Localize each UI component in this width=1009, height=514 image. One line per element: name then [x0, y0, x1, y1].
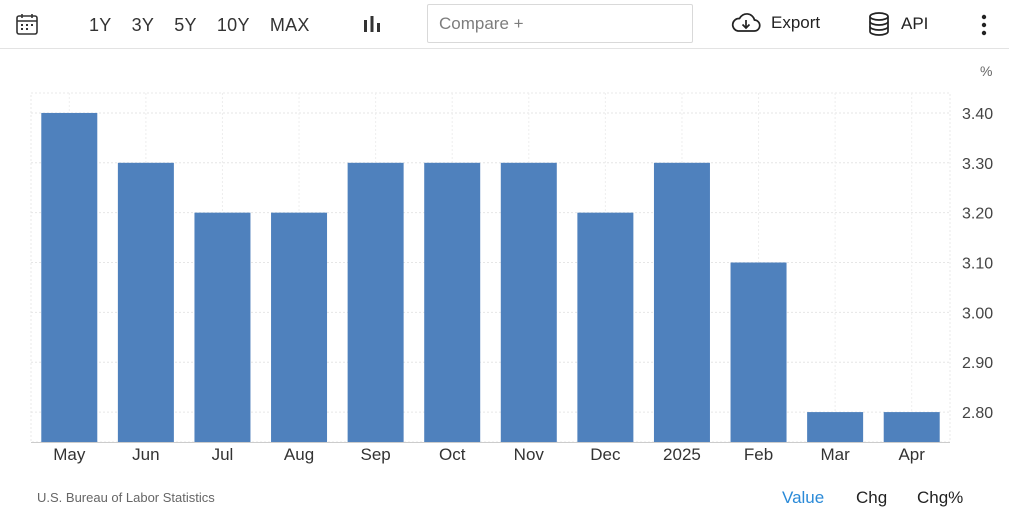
y-tick-label: 3.30: [962, 156, 993, 173]
x-tick-label: Aug: [284, 445, 314, 464]
y-tick-label: 3.40: [962, 106, 993, 123]
bar: [347, 162, 404, 443]
x-tick-label: Oct: [439, 445, 466, 464]
x-tick-label: Nov: [514, 445, 545, 464]
calendar-icon[interactable]: [16, 13, 38, 35]
y-tick-label: 3.20: [962, 206, 993, 223]
range-selector: 1Y 3Y 5Y 10Y MAX: [89, 14, 330, 36]
x-tick-label: Feb: [744, 445, 773, 464]
bar: [883, 412, 940, 442]
x-tick-label: Jun: [132, 445, 159, 464]
range-3y-button[interactable]: 3Y: [131, 15, 155, 35]
export-button[interactable]: Export: [731, 12, 820, 34]
source-label: U.S. Bureau of Labor Statistics: [37, 490, 215, 505]
plot-area: [30, 92, 951, 443]
toolbar: 1Y 3Y 5Y 10Y MAX Export API: [0, 0, 1009, 49]
x-tick-label: Sep: [361, 445, 391, 464]
bar: [424, 162, 481, 443]
bar: [807, 412, 864, 442]
x-tick-label: Apr: [898, 445, 925, 464]
bar-chart: 3.40 3.30 3.20 3.10 3.00 2.90 2.80 May Jun Jul Aug…: [30, 92, 993, 464]
x-tick-label: 2025: [663, 445, 701, 464]
database-icon: [869, 12, 889, 36]
range-max-button[interactable]: MAX: [269, 15, 310, 35]
api-button[interactable]: API: [868, 12, 928, 36]
x-tick-label: Mar: [820, 445, 850, 464]
bar: [653, 162, 710, 443]
range-10y-button[interactable]: 10Y: [216, 15, 250, 35]
bar: [117, 162, 174, 443]
y-tick-label: 2.90: [962, 355, 993, 372]
range-1y-button[interactable]: 1Y: [89, 15, 112, 35]
x-tick-label: Jul: [212, 445, 234, 464]
export-label: Export: [771, 13, 821, 32]
mode-chg-button[interactable]: Chg: [856, 488, 888, 507]
y-tick-label: 3.00: [962, 305, 993, 322]
more-options-icon[interactable]: [978, 14, 990, 36]
mode-chgpct-button[interactable]: Chg%: [917, 488, 964, 507]
bar: [41, 112, 98, 442]
bar: [271, 212, 328, 442]
value-mode-selector: Value Chg Chg%: [0, 488, 1009, 510]
cloud-download-icon: [731, 13, 761, 32]
compare-input[interactable]: [427, 4, 693, 43]
x-tick-label: Dec: [590, 445, 621, 464]
bar: [730, 262, 787, 442]
unit-label: %: [980, 63, 993, 79]
chart-type-icon[interactable]: [362, 14, 382, 34]
y-tick-label: 2.80: [962, 405, 993, 422]
mode-value-button[interactable]: Value: [782, 488, 825, 507]
range-5y-button[interactable]: 5Y: [174, 15, 197, 35]
x-tick-label: May: [53, 445, 86, 464]
y-tick-label: 3.10: [962, 256, 993, 273]
bar: [577, 212, 634, 442]
bar: [194, 212, 251, 442]
bar: [500, 162, 557, 443]
api-label: API: [901, 14, 929, 33]
